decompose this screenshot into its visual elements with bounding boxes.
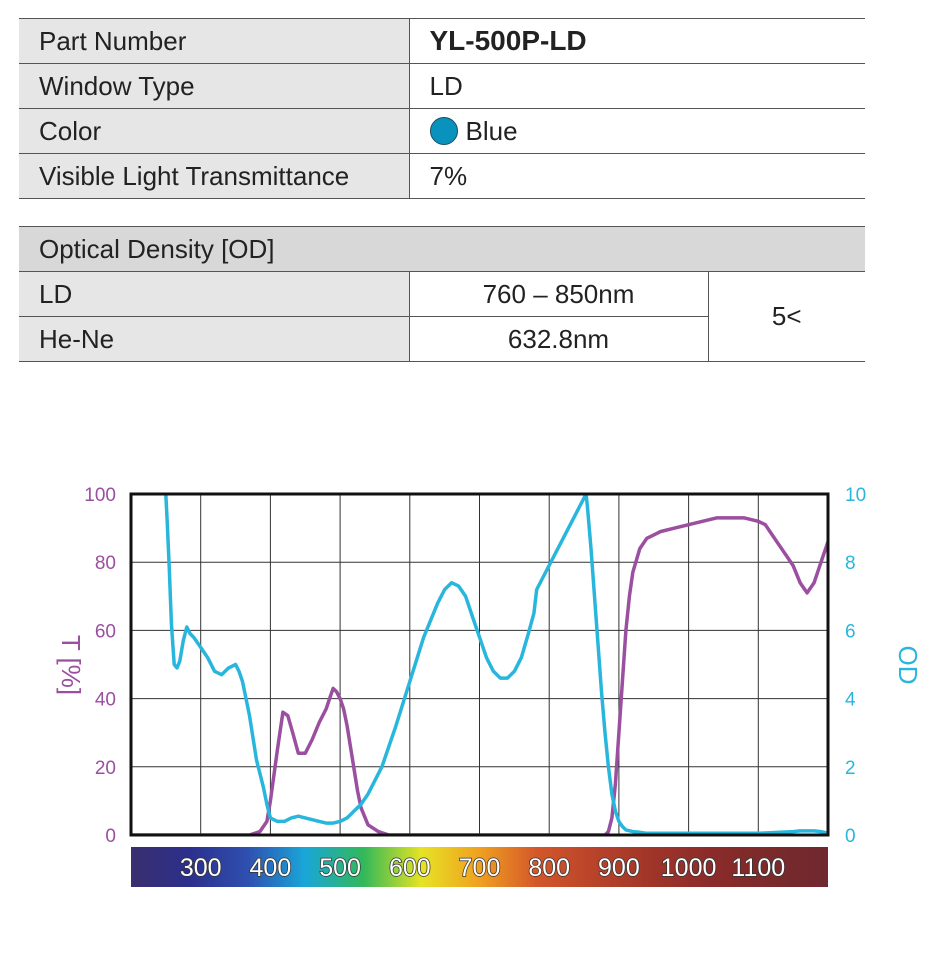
od-row-ld: LD 760 – 850nm 5<: [19, 271, 865, 362]
spec-row-part-number: Part Number YL-500P-LD: [19, 18, 865, 64]
color-swatch-icon: [429, 116, 458, 145]
od-ld-label: LD: [19, 271, 410, 317]
window-type-label: Window Type: [19, 63, 410, 109]
right-axis-label: OD: [893, 646, 923, 685]
right-tick-label: 0: [845, 826, 856, 847]
right-axis-ticks: 0 2 4 6 8 10: [845, 485, 866, 847]
part-number-label: Part Number: [19, 18, 410, 64]
wavelength-tick-label: 700: [459, 854, 501, 882]
spectrum-bar: [131, 847, 828, 887]
wavelength-tick-label: 800: [528, 854, 570, 882]
color-label: Color: [19, 108, 410, 154]
transmittance-chart: 0 20 40 60 80 100 0 2 4 6 8 10 T [%] OD 300 400 500 6…: [56, 485, 923, 887]
color-value: Blue: [465, 115, 518, 146]
od-row-hene: He-Ne 632.8nm: [19, 316, 865, 362]
od-table: Optical Density [OD] LD 760 – 850nm 5< H…: [19, 226, 865, 362]
part-number-value: YL-500P-LD: [409, 18, 865, 64]
spec-row-vlt: Visible Light Transmittance 7%: [19, 153, 865, 199]
wavelength-tick-label: 600: [389, 854, 431, 882]
left-tick-label: 0: [105, 826, 116, 847]
right-tick-label: 8: [845, 553, 856, 574]
transmittance-curve: [131, 516, 828, 835]
spec-table: Part Number YL-500P-LD Window Type LD Co…: [19, 18, 865, 199]
od-header-row: Optical Density [OD]: [19, 226, 865, 272]
color-cell: Blue: [409, 108, 865, 154]
right-tick-label: 10: [845, 485, 866, 506]
chart-curves: [131, 494, 828, 835]
right-tick-label: 4: [845, 690, 856, 711]
od-ld-range: 760 – 850nm: [409, 271, 709, 317]
wavelength-tick-label: 300: [180, 854, 222, 882]
left-tick-label: 60: [95, 621, 116, 642]
left-tick-label: 100: [84, 485, 116, 506]
wavelength-labels: 300 400 500 600 700 800 900 1000 1100: [179, 853, 786, 883]
left-axis-label: T [%]: [56, 635, 86, 695]
od-value: 5<: [708, 271, 865, 362]
right-tick-label: 6: [845, 621, 856, 642]
vlt-value: 7%: [409, 153, 865, 199]
spec-row-color: Color Blue: [19, 108, 865, 154]
od-hene-label: He-Ne: [19, 316, 410, 362]
left-tick-label: 80: [95, 553, 116, 574]
vlt-label: Visible Light Transmittance: [19, 153, 410, 199]
od-header: Optical Density [OD]: [19, 226, 865, 272]
window-type-value: LD: [409, 63, 865, 109]
wavelength-tick-label: 900: [598, 854, 640, 882]
left-axis-ticks: 0 20 40 60 80 100: [84, 485, 116, 847]
left-tick-label: 40: [95, 690, 116, 711]
wavelength-tick-label: 1000: [661, 854, 717, 882]
plot-frame: [129, 492, 830, 837]
left-tick-label: 20: [95, 758, 116, 779]
od-hene-range: 632.8nm: [409, 316, 709, 362]
od-curve: [164, 494, 828, 835]
right-tick-label: 2: [845, 758, 856, 779]
wavelength-tick-label: 400: [250, 854, 292, 882]
spec-row-window-type: Window Type LD: [19, 63, 865, 109]
wavelength-tick-label: 500: [319, 854, 361, 882]
wavelength-tick-label: 1100: [731, 854, 785, 882]
